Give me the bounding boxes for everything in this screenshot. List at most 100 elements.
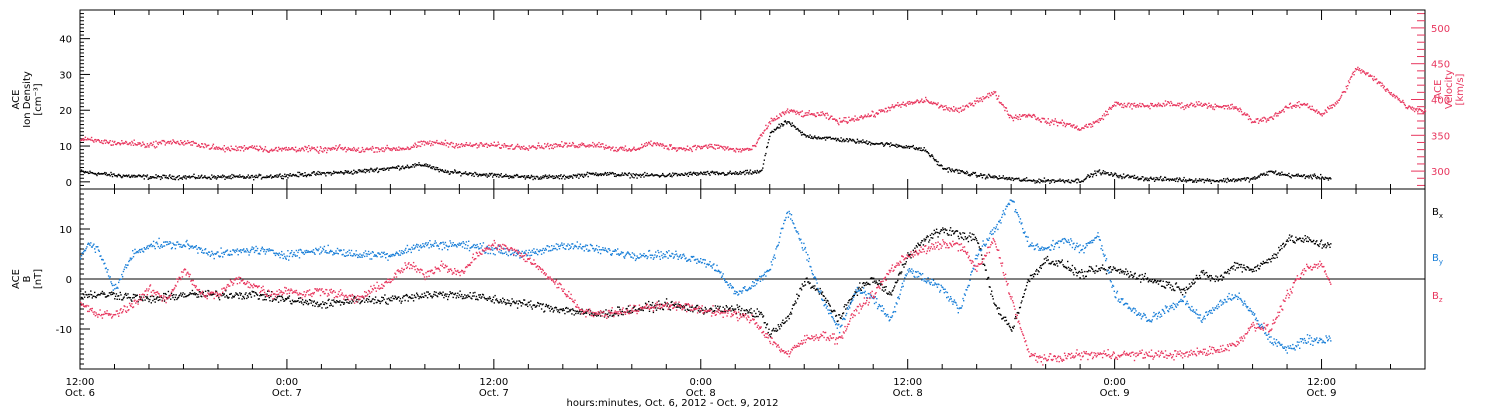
data-point: [339, 144, 341, 146]
data-point: [636, 177, 638, 179]
data-point: [1238, 110, 1240, 113]
data-point: [183, 144, 185, 146]
data-point: [547, 145, 550, 148]
data-point: [925, 151, 928, 153]
data-point: [821, 137, 824, 139]
data-point: [619, 174, 621, 176]
data-point: [1282, 109, 1284, 112]
data-point: [430, 144, 432, 147]
data-point: [371, 170, 374, 172]
data-point: [1010, 179, 1012, 181]
data-point: [762, 315, 765, 317]
data-point: [1305, 176, 1307, 178]
data-point: [461, 145, 464, 148]
data-point: [1266, 171, 1268, 173]
data-point: [1119, 175, 1121, 177]
data-point: [290, 175, 292, 177]
data-point: [160, 176, 163, 178]
data-point: [305, 146, 307, 148]
data-point: [1057, 179, 1060, 182]
data-point: [471, 174, 473, 177]
data-point: [1291, 174, 1293, 176]
data-point: [704, 144, 706, 147]
data-point: [1174, 104, 1177, 107]
data-point: [1293, 105, 1295, 107]
data-point: [798, 130, 800, 132]
data-point: [173, 141, 176, 143]
data-point: [383, 298, 385, 301]
data-point: [302, 148, 305, 150]
data-point: [289, 300, 291, 302]
data-point: [692, 311, 694, 313]
data-point: [568, 311, 570, 313]
data-point: [651, 145, 654, 147]
data-point: [874, 116, 876, 118]
data-point: [766, 324, 768, 326]
data-point: [623, 174, 625, 176]
data-point: [348, 172, 350, 174]
data-point: [467, 144, 469, 146]
data-point: [1099, 172, 1101, 174]
data-point: [259, 174, 261, 177]
data-point: [352, 173, 354, 175]
data-point: [188, 142, 190, 144]
data-point: [1025, 114, 1028, 117]
data-point: [1015, 114, 1017, 116]
data-point: [1025, 116, 1027, 118]
data-point: [1000, 102, 1002, 104]
data-point: [101, 292, 103, 295]
data-point: [315, 174, 317, 176]
data-point: [1369, 74, 1371, 76]
data-point: [1115, 101, 1118, 103]
data-point: [83, 139, 85, 142]
data-point: [111, 293, 114, 295]
data-point: [718, 147, 720, 149]
data-point: [157, 299, 159, 302]
data-point: [1305, 103, 1307, 106]
data-point: [1025, 288, 1027, 290]
data-point: [1151, 178, 1153, 180]
data-point: [1077, 179, 1080, 181]
data-point: [1258, 176, 1261, 178]
data-point: [426, 164, 429, 166]
data-point: [956, 230, 959, 232]
data-point: [269, 175, 271, 177]
data-point: [980, 174, 983, 176]
data-point: [1041, 179, 1043, 182]
data-point: [1098, 169, 1101, 171]
data-point: [902, 263, 904, 266]
data-point: [602, 143, 604, 145]
data-point: [643, 145, 645, 147]
data-point: [107, 174, 110, 176]
data-point: [654, 142, 656, 145]
data-point: [1320, 113, 1322, 116]
data-point: [535, 306, 537, 308]
data-point: [167, 177, 170, 180]
data-point: [540, 308, 543, 310]
data-point: [237, 294, 239, 296]
data-point: [831, 115, 833, 117]
data-point: [697, 310, 700, 312]
data-point: [923, 238, 925, 240]
data-point: [880, 142, 883, 144]
data-point: [1156, 178, 1158, 181]
data-point: [229, 150, 232, 152]
data-point: [790, 110, 792, 112]
data-point: [623, 149, 626, 152]
data-point: [469, 172, 471, 174]
data-point: [80, 139, 83, 142]
data-point: [321, 307, 323, 309]
data-point: [224, 296, 226, 298]
data-point: [634, 305, 636, 307]
data-point: [1106, 172, 1108, 174]
data-point: [880, 142, 882, 145]
data-point: [1295, 106, 1297, 108]
data-point: [471, 145, 474, 148]
data-point: [1323, 178, 1325, 180]
x-tick-time: 0:00: [690, 377, 712, 388]
data-point: [532, 145, 534, 147]
data-point: [113, 292, 115, 295]
data-point: [218, 147, 221, 150]
data-point: [267, 150, 269, 153]
data-point: [1146, 177, 1148, 179]
